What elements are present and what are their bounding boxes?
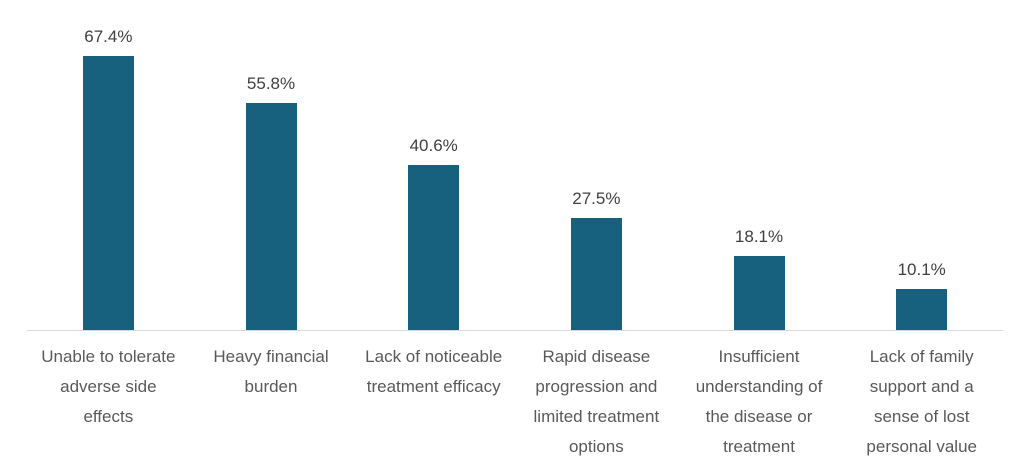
- bar-column: 18.1%: [678, 227, 841, 330]
- plot-area: 67.4% 55.8% 40.6% 27.5% 18.1% 10.1%: [27, 0, 1003, 330]
- bar-column: 55.8%: [190, 74, 353, 330]
- bar: [733, 256, 785, 330]
- bar-column: 67.4%: [27, 27, 190, 330]
- bar: [570, 218, 622, 330]
- bar-value-label: 10.1%: [897, 260, 946, 279]
- x-axis-line: [27, 330, 1003, 331]
- category-label: Lack of noticeable treatment efficacy: [365, 347, 503, 396]
- bar-value-label: 40.6%: [409, 136, 458, 155]
- bar-column: 10.1%: [840, 260, 1003, 330]
- category-label: Rapid disease progression and limited tr…: [533, 347, 660, 456]
- bar: [245, 103, 297, 330]
- bar-value-label: 67.4%: [84, 27, 133, 46]
- category-labels-row: Unable to tolerate adverse side effects H…: [27, 342, 1003, 462]
- category-label: Unable to tolerate adverse side effects: [41, 347, 176, 426]
- category-label: Heavy financial burden: [213, 347, 329, 396]
- bar-value-label: 18.1%: [734, 227, 784, 246]
- bar-column: 27.5%: [515, 189, 678, 330]
- bar: [408, 165, 460, 330]
- bar-value-label: 27.5%: [572, 189, 621, 208]
- category-label: Insufficient understanding of the diseas…: [695, 347, 823, 456]
- bar: [82, 56, 134, 330]
- category-label: Lack of family support and a sense of lo…: [866, 347, 977, 456]
- bar-column: 40.6%: [352, 136, 515, 330]
- bar: [896, 289, 948, 330]
- bar-value-label: 55.8%: [246, 74, 296, 93]
